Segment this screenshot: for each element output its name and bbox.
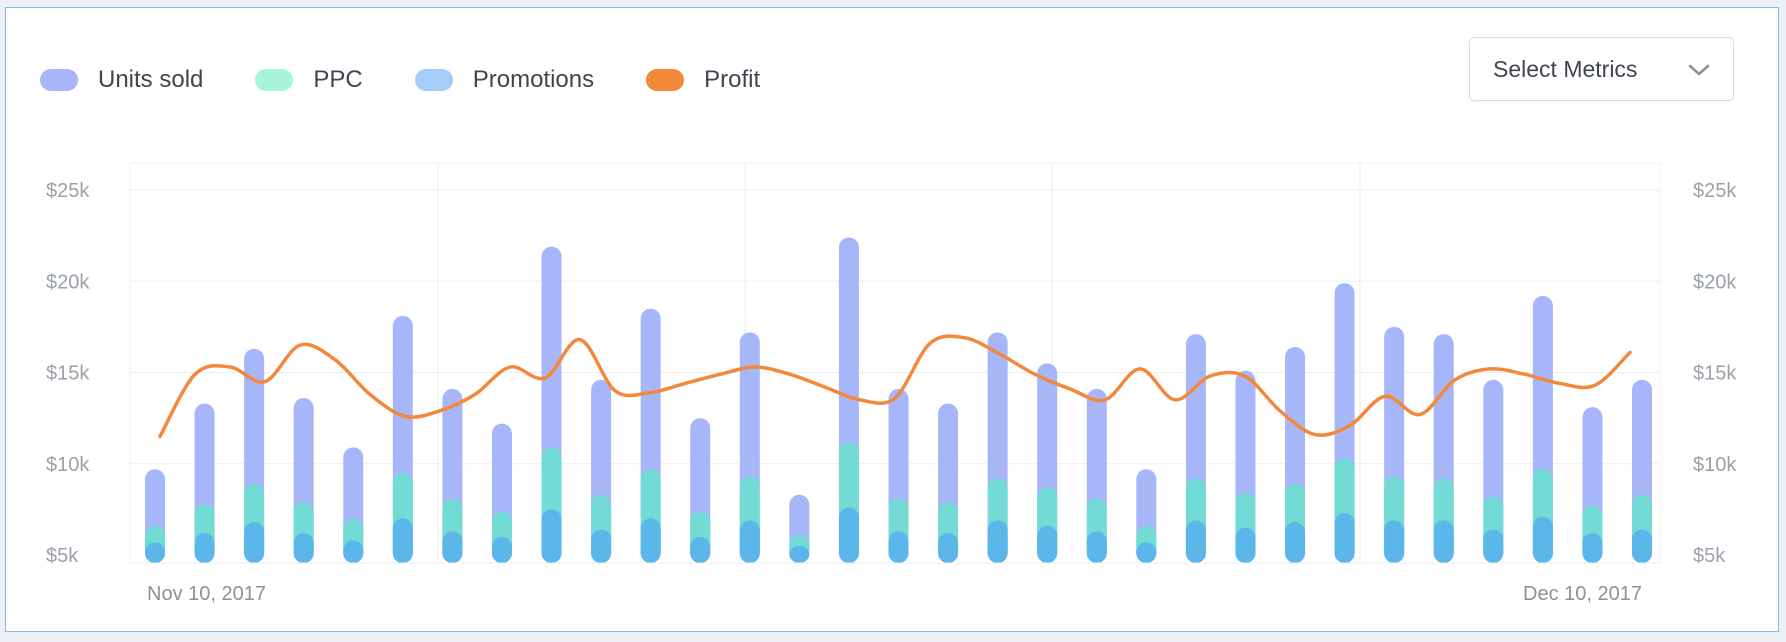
bar-promotions [293, 533, 314, 563]
legend-item-ppc[interactable]: PPC [255, 66, 363, 94]
x-axis-end-label: Dec 10, 2017 [1523, 583, 1642, 605]
bar-promotions [938, 533, 959, 563]
legend-swatch-promotions [414, 69, 453, 91]
bar-promotions [1185, 520, 1206, 563]
bar-promotions [838, 507, 859, 563]
bar-promotions [690, 536, 711, 563]
bar-promotions [789, 545, 810, 563]
y-tick-label-left: $15k [46, 363, 90, 385]
legend-item-profit[interactable]: Profit [646, 66, 760, 94]
y-tick-label-right: $20k [1693, 271, 1737, 293]
bar-promotions [1384, 520, 1405, 563]
bar-promotions [392, 518, 413, 563]
bar-promotions [1334, 513, 1355, 563]
bar-promotions [1632, 529, 1652, 563]
y-tick-label-right: $25k [1693, 180, 1737, 202]
bar-promotions [491, 536, 512, 563]
bar-promotions [541, 509, 562, 563]
bar-promotions [591, 529, 612, 563]
x-axis-start-label: Nov 10, 2017 [147, 583, 266, 605]
bar-promotions [1433, 520, 1454, 563]
bar-promotions [244, 522, 265, 563]
bar-promotions [888, 531, 909, 563]
bar-promotions [1086, 531, 1107, 563]
bar-promotions [640, 518, 661, 563]
y-tick-label-left: $5k [46, 545, 79, 567]
legend-label-ppc: PPC [313, 66, 363, 93]
y-tick-label-right: $15k [1693, 363, 1737, 385]
legend-label-units-sold: Units sold [98, 66, 204, 93]
bar-promotions [1235, 527, 1256, 563]
bar-promotions [1483, 529, 1504, 563]
bar-promotions [739, 520, 760, 563]
bar-promotions [987, 520, 1008, 563]
legend-label-profit: Profit [704, 66, 761, 93]
select-metrics-dropdown[interactable]: Select Metrics [1469, 37, 1734, 101]
y-tick-label-left: $20k [46, 271, 90, 293]
select-metrics-label: Select Metrics [1493, 55, 1638, 82]
plot-baseline-mask [130, 563, 1660, 575]
bar-promotions [1532, 516, 1553, 563]
legend-label-promotions: Promotions [472, 66, 595, 93]
line-profit [158, 334, 1632, 439]
chart-legend: Units sold PPC Promotions Profit [40, 60, 812, 100]
bar-promotions [1037, 525, 1058, 563]
bar-promotions [1582, 533, 1603, 563]
y-tick-label-left: $25k [46, 180, 90, 202]
legend-item-units-sold[interactable]: Units sold [40, 66, 203, 94]
bar-promotions [194, 533, 215, 563]
y-tick-label-right: $5k [1693, 545, 1726, 567]
bar-promotions [1285, 522, 1306, 563]
chevron-down-icon [1687, 58, 1711, 82]
legend-swatch-units-sold [40, 69, 78, 91]
bar-promotions [145, 542, 165, 563]
bar-promotions [343, 540, 364, 563]
bar-promotions [1136, 542, 1157, 563]
y-tick-label-right: $10k [1693, 454, 1737, 476]
legend-swatch-profit [646, 69, 685, 91]
legend-item-promotions[interactable]: Promotions [414, 66, 595, 94]
bar-promotions [442, 531, 463, 563]
bars [145, 237, 1652, 563]
y-tick-label-left: $10k [46, 454, 90, 476]
legend-swatch-ppc [255, 69, 294, 91]
